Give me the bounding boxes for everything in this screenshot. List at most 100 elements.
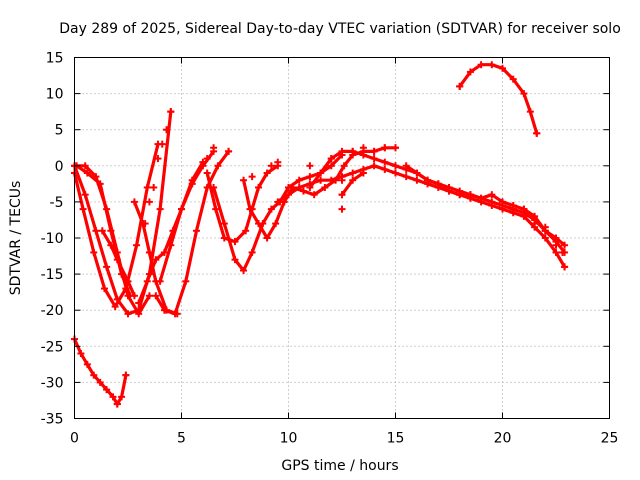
data-point-sat-2 [100, 285, 108, 293]
y-axis-label: SDTVAR / TECUs [8, 181, 24, 296]
data-point-sat-1 [113, 295, 121, 303]
scatter-point [248, 173, 256, 181]
data-point-sat-17 [118, 393, 126, 401]
y-tick-label: 5 [55, 123, 64, 139]
data-point-sat-17 [90, 371, 98, 379]
data-point-sat-5 [98, 227, 106, 235]
data-point-sat-16 [499, 64, 506, 72]
scatter-point [113, 400, 121, 408]
data-point-sat-12 [310, 191, 318, 199]
data-point-sat-12 [299, 187, 307, 195]
data-point-sat-5 [113, 256, 121, 264]
scatter-point [141, 220, 149, 228]
data-point-sat-12 [263, 234, 271, 242]
data-point-sat-6 [145, 248, 153, 256]
y-tick-label: 10 [46, 87, 64, 103]
data-point-sat-8 [160, 306, 168, 314]
data-point-sat-14 [317, 169, 325, 177]
data-point-sat-15 [413, 169, 421, 177]
data-point-sat-10 [203, 169, 211, 177]
data-point-sat-14 [370, 155, 378, 163]
y-tick-label: -35 [41, 412, 64, 428]
series-sat-4 [74, 164, 132, 298]
data-point-sat-15 [445, 187, 453, 195]
data-point-sat-2 [122, 285, 130, 293]
data-point-sat-10 [231, 238, 239, 246]
series-sat-13 [276, 164, 567, 269]
series-sat-15 [404, 164, 567, 247]
data-point-sat-13 [327, 176, 335, 184]
data-point-sat-15 [488, 191, 496, 199]
scatter-point [531, 220, 539, 228]
data-point-sat-8 [192, 227, 200, 235]
grid [74, 57, 610, 419]
data-point-sat-8 [182, 277, 190, 285]
scatter-point [338, 191, 346, 199]
y-tick-label: -30 [41, 375, 64, 391]
data-point-sat-1 [156, 205, 164, 213]
data-point-sat-9 [199, 158, 207, 166]
data-point-sat-3 [113, 248, 121, 256]
data-point-sat-2 [79, 205, 87, 213]
data-point-sat-17 [103, 386, 111, 394]
series-sat-8 [154, 149, 231, 316]
y-tick-label: 0 [55, 159, 64, 175]
data-point-sat-13 [541, 234, 549, 242]
data-point-sat-11 [210, 183, 218, 191]
data-point-sat-15 [531, 212, 539, 220]
x-tick-label: 5 [177, 431, 186, 447]
data-point-sat-1 [124, 310, 132, 318]
scatter-point [359, 144, 367, 152]
data-point-sat-11 [231, 256, 239, 264]
data-point-sat-14 [306, 183, 314, 191]
scatter-point [381, 144, 389, 152]
data-point-sat-2 [133, 241, 141, 249]
data-point-sat-8 [214, 162, 222, 170]
data-point-sat-16 [520, 90, 528, 98]
x-tick-label: 25 [601, 431, 619, 447]
y-tick-label: 15 [46, 51, 64, 67]
data-point-sat-16 [466, 68, 474, 76]
data-point-sat-16 [477, 61, 485, 69]
data-point-sat-1 [103, 263, 111, 271]
data-point-sat-2 [90, 248, 98, 256]
data-point-sat-6 [130, 198, 138, 206]
data-point-sat-12 [255, 220, 263, 228]
data-point-sat-7 [135, 299, 143, 307]
scatter-point [267, 162, 275, 170]
data-point-sat-4 [118, 270, 126, 278]
data-point-sat-13 [402, 173, 410, 181]
data-point-sat-17 [109, 393, 117, 401]
scatter-point [274, 158, 282, 166]
data-point-sat-15 [456, 191, 464, 199]
y-tick-label: -5 [50, 195, 64, 211]
data-point-sat-11 [306, 173, 314, 181]
scatter-point [327, 155, 335, 163]
series-sat-12 [242, 146, 398, 240]
scatter-point [370, 147, 378, 155]
scatter-point [533, 129, 541, 137]
data-point-sat-1 [145, 270, 153, 278]
data-point-sat-12 [321, 183, 329, 191]
data-point-sat-5 [130, 292, 138, 300]
chart-title: Day 289 of 2025, Sidereal Day-to-day VTE… [59, 21, 621, 37]
scatter-point [349, 147, 357, 155]
data-point-sat-7 [152, 256, 160, 264]
data-point-sat-1 [81, 191, 89, 199]
data-point-sat-9 [178, 205, 185, 213]
data-point-sat-16 [509, 75, 517, 83]
data-point-sat-12 [240, 176, 248, 184]
scatter-point [520, 205, 528, 213]
series-sat-17 [72, 337, 128, 406]
data-point-sat-16 [526, 108, 534, 116]
data-point-sat-11 [327, 162, 335, 170]
data-point-sat-9 [167, 241, 175, 249]
data-point-sat-12 [272, 220, 280, 228]
data-point-sat-14 [381, 158, 389, 166]
data-point-sat-4 [107, 227, 115, 235]
data-point-sat-14 [392, 162, 399, 170]
y-tick-label: -25 [41, 339, 64, 355]
data-point-sat-11 [220, 220, 228, 228]
data-point-sat-13 [349, 169, 357, 177]
